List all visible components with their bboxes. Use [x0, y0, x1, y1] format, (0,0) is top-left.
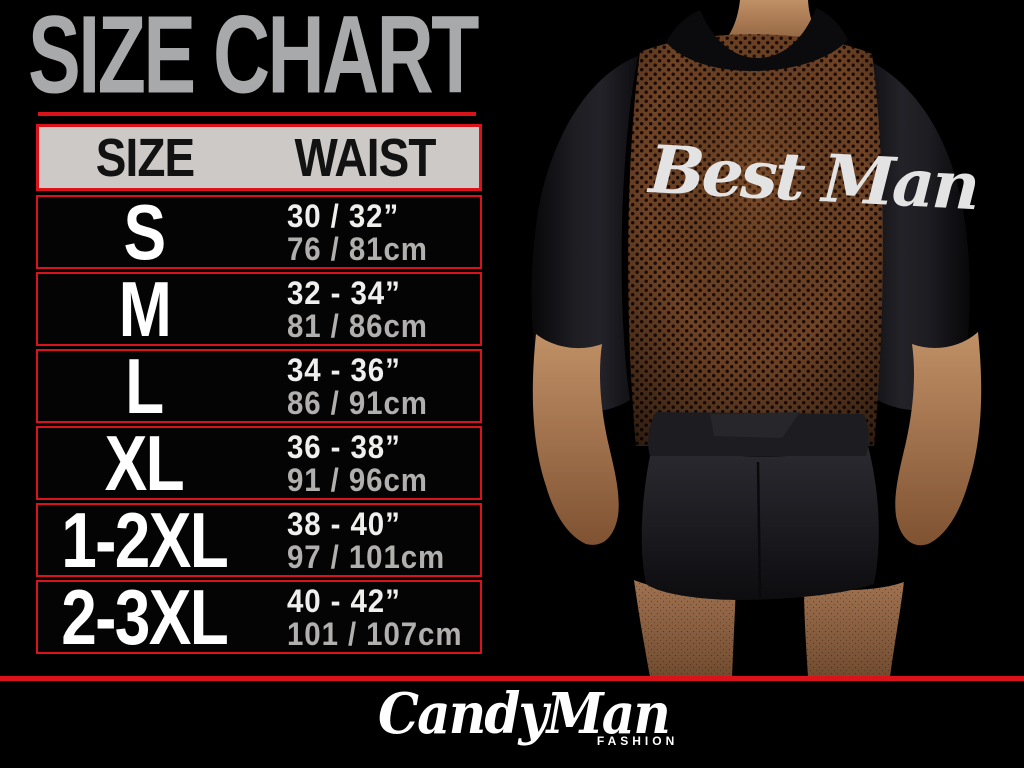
waist-cm: 97 / 101cm: [287, 538, 446, 575]
waist-inches: 34 - 36”: [287, 351, 401, 388]
brand-logo: CandyMan FASHION: [378, 681, 694, 748]
robe-sleeve-right: [864, 58, 970, 411]
robe-skirt: [641, 446, 879, 600]
robe-skirt-seam: [756, 461, 762, 599]
waist-inches: 40 - 42”: [287, 582, 401, 619]
product-photo: Best Man: [500, 0, 1024, 677]
model-forearm-right: [895, 332, 982, 546]
size-label: XL: [104, 419, 185, 507]
model-leg-right-hair: [804, 582, 904, 677]
waist-cm: 81 / 86cm: [287, 307, 428, 344]
robe-waist-tie-knot: [710, 412, 800, 438]
table-row-xl: XL 36 - 38” 91 / 96cm: [36, 419, 482, 507]
page-title: SIZE CHART: [28, 0, 480, 117]
table-row-l: L 34 - 36” 86 / 91cm: [36, 342, 482, 430]
waist-inches: 30 / 32”: [287, 197, 400, 234]
table-row-2-3xl: 2-3XL 40 - 42” 101 / 107cm: [36, 573, 482, 661]
size-label: S: [123, 188, 166, 276]
column-header-waist: WAIST: [294, 127, 436, 188]
model-figure: Best Man: [531, 0, 982, 677]
size-label: L: [125, 342, 164, 430]
table-row-s: S 30 / 32” 76 / 81cm: [36, 188, 482, 276]
waist-inches: 32 - 34”: [287, 274, 401, 311]
waist-inches: 38 - 40”: [287, 505, 401, 542]
waist-inches: 36 - 38”: [287, 428, 401, 465]
model-forearm-left: [532, 334, 619, 545]
garment-print-text: Best Man: [645, 130, 979, 225]
table-header-row: SIZE WAIST: [36, 124, 482, 191]
column-header-size: SIZE: [95, 127, 195, 188]
mesh-back-shading: [628, 34, 883, 447]
size-label: M: [118, 265, 171, 353]
model-leg-left-hair: [634, 580, 736, 677]
table-row-m: M 32 - 34” 81 / 86cm: [36, 265, 482, 353]
size-table: SIZE WAIST S 30 / 32” 76 / 81cm M 32 - 3…: [36, 124, 482, 657]
robe-collar: [666, 8, 848, 72]
waist-cm: 86 / 91cm: [287, 384, 428, 421]
size-label: 1-2XL: [61, 496, 229, 584]
title-underline: [38, 112, 476, 116]
brand-tagline: FASHION: [596, 733, 679, 748]
waist-cm: 91 / 96cm: [287, 461, 428, 498]
table-row-1-2xl: 1-2XL 38 - 40” 97 / 101cm: [36, 496, 482, 584]
waist-cm: 101 / 107cm: [287, 615, 463, 652]
robe-sleeve-left: [531, 56, 638, 413]
brand-name: CandyMan: [378, 681, 671, 747]
size-label: 2-3XL: [61, 573, 229, 661]
waist-cm: 76 / 81cm: [287, 230, 428, 267]
footer-divider-line: [0, 676, 1024, 681]
